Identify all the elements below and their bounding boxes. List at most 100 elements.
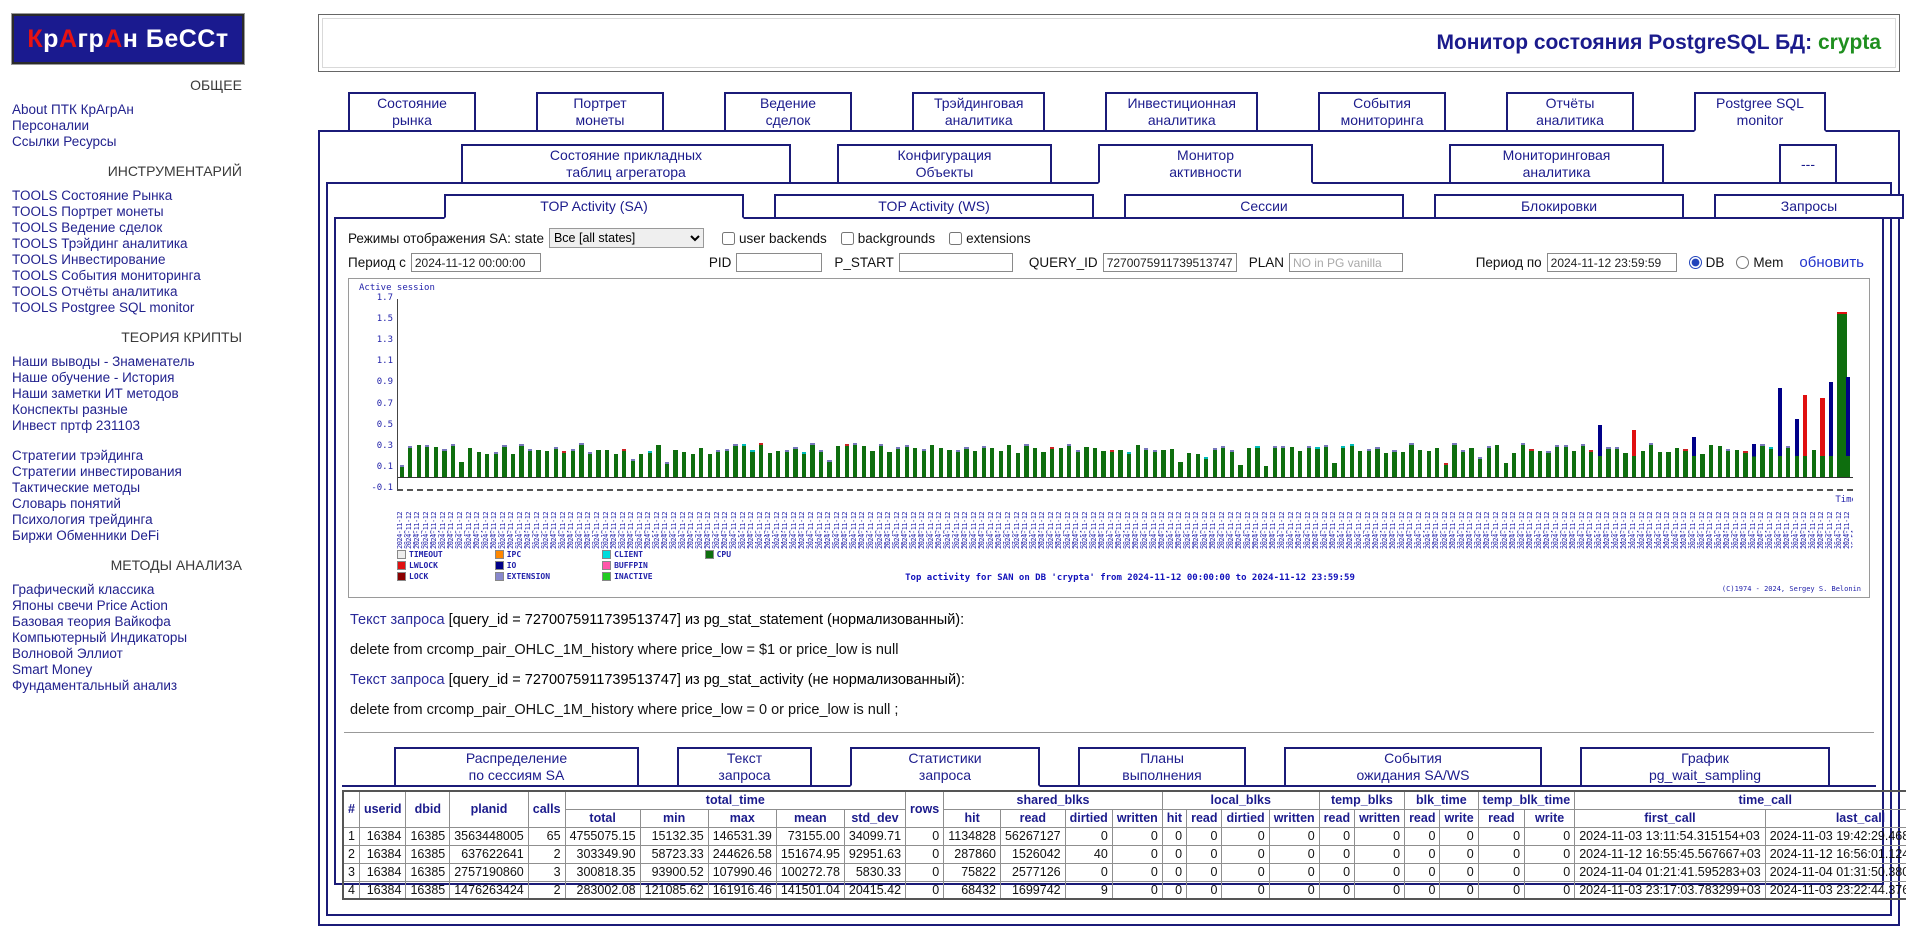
tab-execution-plans[interactable]: Планы выполнения (1078, 747, 1246, 787)
sidebar-item[interactable]: Стратегии трэйдинга (12, 448, 244, 464)
table-cell: 0 (1112, 863, 1162, 881)
tab-locks[interactable]: Блокировки (1434, 194, 1684, 219)
chart-bar (699, 448, 703, 478)
sidebar-item[interactable]: Биржи Обменники DeFi (12, 528, 244, 544)
chart-bar (1606, 447, 1610, 478)
tab-postgres-monitor[interactable]: Postgree SQL monitor (1694, 92, 1826, 132)
chart-ytick: 1.1 (377, 356, 398, 366)
chart-bar (836, 446, 840, 477)
table-cell: 0 (1222, 881, 1269, 899)
period-from-input[interactable] (411, 253, 541, 272)
mem-radio[interactable] (1736, 256, 1749, 269)
tab-wait-events[interactable]: События ожидания SA/WS (1284, 747, 1542, 787)
sidebar-item[interactable]: TOOLS Трэйдинг аналитика (12, 236, 244, 252)
chart-bar (1778, 388, 1782, 478)
tab-aggregator-tables-state[interactable]: Состояние прикладных таблиц агрегатора (461, 144, 791, 184)
sidebar-item[interactable]: Японы свечи Price Action (12, 598, 244, 614)
chart-bar (725, 449, 729, 478)
tab-query-statistics[interactable]: Статистики запроса (850, 747, 1040, 787)
db-radio[interactable] (1689, 256, 1702, 269)
pid-label: PID (709, 255, 732, 270)
tab-investment-analytics[interactable]: Инвестиционная аналитика (1105, 92, 1258, 132)
tab-queries[interactable]: Запросы (1714, 194, 1904, 219)
sidebar-item[interactable]: Ссылки Ресурсы (12, 134, 244, 150)
plan-input[interactable] (1289, 253, 1403, 272)
chart-xtick: 2024-11-12 10:18 (1279, 491, 1288, 549)
user-backends-checkbox[interactable] (722, 232, 735, 245)
table-cell: 0 (1478, 881, 1524, 899)
column-subheader: first_call (1575, 809, 1766, 827)
db-radio-row[interactable]: DB (1689, 255, 1725, 270)
sidebar-item[interactable]: Базовая теория Вайкофа (12, 614, 244, 630)
tab-activity-monitor[interactable]: Монитор активности (1098, 144, 1313, 184)
tab-reports-analytics[interactable]: Отчёты аналитика (1506, 92, 1634, 132)
chart-bar (1615, 447, 1619, 477)
refresh-link[interactable]: обновить (1799, 254, 1864, 271)
tab-sa-session-distribution[interactable]: Распределение по сессиям SA (394, 747, 639, 787)
sidebar-item[interactable]: Психология трейдинга (12, 512, 244, 528)
p-start-input[interactable] (899, 253, 1013, 272)
chart-xtick: 2024-11-12 08:36 (1133, 491, 1142, 549)
tab-top-activity-ws[interactable]: TOP Activity (WS) (774, 194, 1094, 219)
tab-pg-wait-sampling-chart[interactable]: График pg_wait_sampling (1580, 747, 1830, 787)
mem-radio-row[interactable]: Mem (1736, 255, 1783, 270)
backgrounds-checkbox[interactable] (841, 232, 854, 245)
sidebar-item[interactable]: About ПТК КрАгрАн (12, 102, 244, 118)
pid-input[interactable] (736, 253, 822, 272)
sidebar-item[interactable]: Конспекты разные (12, 402, 244, 418)
sidebar-item[interactable]: Словарь понятий (12, 496, 244, 512)
table-cell: 0 (1269, 881, 1319, 899)
query-id-input[interactable] (1103, 253, 1237, 272)
sidebar-item[interactable]: Инвест пртф 231103 (12, 418, 244, 434)
table-cell: 0 (1355, 863, 1405, 881)
extensions-checkbox-row[interactable]: extensions (949, 231, 1031, 246)
tab-monitoring-events[interactable]: События мониторинга (1318, 92, 1446, 132)
sidebar-item[interactable]: Наши выводы - Знаменатель (12, 354, 244, 370)
tab-market-state[interactable]: Состояние рынка (348, 92, 476, 132)
tab-deals[interactable]: Ведение сделок (724, 92, 852, 132)
legend-item: CPU (705, 549, 731, 560)
table-cell: 0 (1112, 827, 1162, 845)
sidebar-item[interactable]: Наше обучение - История (12, 370, 244, 386)
tab-monitoring-analytics[interactable]: Мониторинговая аналитика (1449, 144, 1664, 184)
tab-sessions[interactable]: Сессии (1124, 194, 1404, 219)
tab-query-text[interactable]: Текст запроса (677, 747, 812, 787)
chart-bar (1444, 463, 1448, 477)
period-to-input[interactable] (1547, 253, 1677, 272)
sidebar-item[interactable]: Тактические методы (12, 480, 244, 496)
tab-top-activity-sa[interactable]: TOP Activity (SA) (444, 194, 744, 219)
sidebar-item[interactable]: Графический классика (12, 582, 244, 598)
sidebar-item[interactable]: TOOLS Отчёты аналитика (12, 284, 244, 300)
sidebar-item[interactable]: Наши заметки ИТ методов (12, 386, 244, 402)
sidebar-item[interactable]: TOOLS Postgree SQL monitor (12, 300, 244, 316)
sidebar-item[interactable]: Стратегии инвестирования (12, 464, 244, 480)
chart-xtick: 2024-11-12 15:12 (1699, 491, 1708, 549)
sidebar-item[interactable]: Персоналии (12, 118, 244, 134)
tab-configuration-objects[interactable]: Конфигурация Объекты (837, 144, 1052, 184)
tab-dashes[interactable]: --- (1779, 144, 1837, 184)
sidebar-item[interactable]: Компьютерный Индикаторы (12, 630, 244, 646)
sidebar-item[interactable]: TOOLS Ведение сделок (12, 220, 244, 236)
table-cell: 0 (1319, 881, 1354, 899)
sidebar-item[interactable]: TOOLS События мониторинга (12, 268, 244, 284)
sidebar-item[interactable]: TOOLS Портрет монеты (12, 204, 244, 220)
extensions-checkbox[interactable] (949, 232, 962, 245)
backgrounds-checkbox-row[interactable]: backgrounds (841, 231, 935, 246)
chart-bar (1769, 447, 1773, 477)
tab-trading-analytics[interactable]: Трэйдинговая аналитика (912, 92, 1045, 132)
sidebar-item[interactable]: Smart Money (12, 662, 244, 678)
user-backends-checkbox-row[interactable]: user backends (722, 231, 827, 246)
chart-bar (793, 447, 797, 477)
column-subheader: last_call (1765, 809, 1906, 827)
sidebar-item[interactable]: Фундаментальный анализ (12, 678, 244, 694)
stats-table-head: #useriddbidplanidcallstotal_timerowsshar… (343, 791, 1906, 827)
sidebar-item[interactable]: Волновой Эллиот (12, 646, 244, 662)
chart-bar (1743, 451, 1747, 477)
query-text-link[interactable]: Текст запроса (350, 612, 445, 628)
sa-state-select[interactable]: Все [all states] (549, 228, 704, 248)
db-radio-label: DB (1706, 255, 1725, 270)
query-text-link[interactable]: Текст запроса (350, 672, 445, 688)
tab-coin-portrait[interactable]: Портрет монеты (536, 92, 664, 132)
sidebar-item[interactable]: TOOLS Состояние Рынка (12, 188, 244, 204)
sidebar-item[interactable]: TOOLS Инвестирование (12, 252, 244, 268)
